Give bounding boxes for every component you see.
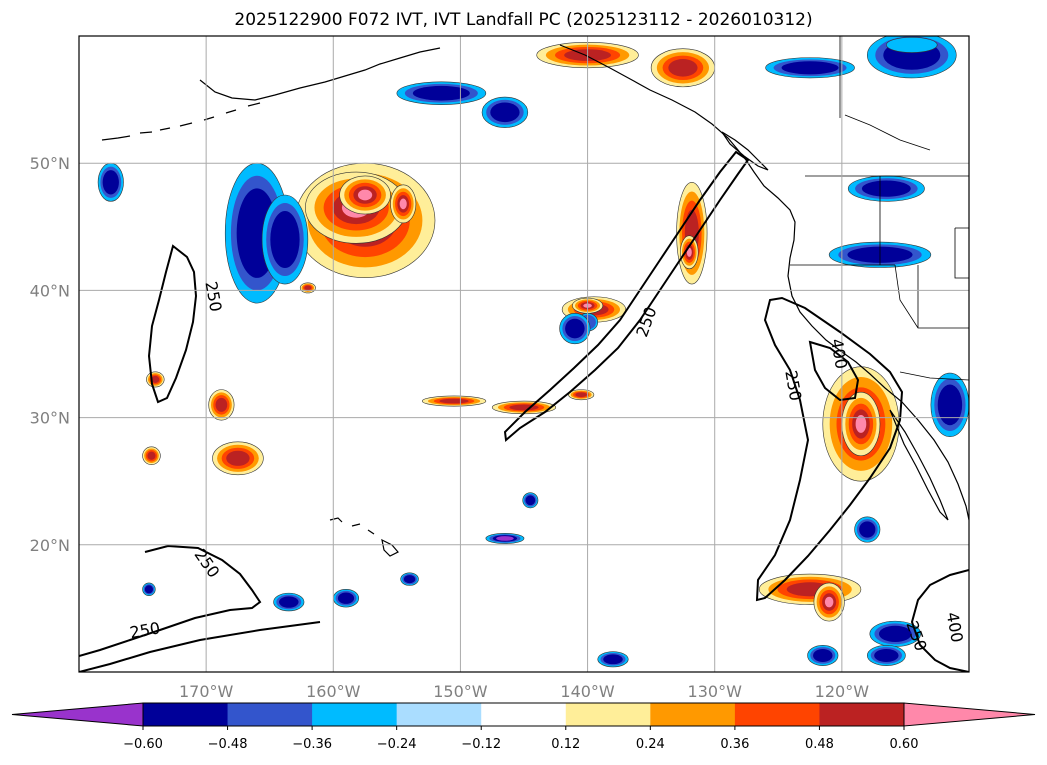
negative-ivt-region-level-2 <box>412 85 470 101</box>
axis-tick-labels: 50°N 40°N 30°N 20°N 170°W 160°W 150°W 140°W 130°… <box>30 154 870 701</box>
positive-ivt-region-level-3 <box>668 59 698 77</box>
map-title: 2025122900 F072 IVT, IVT Landfall PC (20… <box>234 10 813 30</box>
colorbar-segment <box>227 703 313 726</box>
lon-tick-label: 140°W <box>560 682 615 701</box>
colorbar-tick-label: 0.60 <box>890 737 919 752</box>
positive-ivt-region-level-3 <box>509 404 539 411</box>
colorbar-segment <box>734 703 820 726</box>
negative-ivt-region-level-2 <box>279 596 299 608</box>
colorbar-extend-max <box>903 702 1036 727</box>
contour-250-southwest-lower <box>79 621 321 672</box>
negative-ivt-region-level-2 <box>813 648 833 662</box>
alaska-coastline <box>199 47 441 101</box>
positive-ivt-region-level-3 <box>439 398 469 404</box>
lon-tick-label: 170°W <box>179 682 234 701</box>
baja-california <box>889 409 949 521</box>
negative-ivt-region-level-0 <box>886 36 938 53</box>
map-frame <box>78 35 970 673</box>
negative-ivt-region-level-3 <box>496 536 514 541</box>
negative-ivt-region-level-2 <box>878 625 912 642</box>
contour-250-southeast <box>910 569 969 672</box>
colorbar-frame <box>142 702 905 727</box>
us-state-borders <box>790 176 969 329</box>
positive-ivt-region-level-3 <box>304 285 312 291</box>
negative-ivt-region-level-2 <box>337 592 355 604</box>
contour-250-atmospheric-river <box>503 150 750 442</box>
lon-tick-label: 130°W <box>688 682 743 701</box>
plot-background <box>79 36 969 672</box>
negative-ivt-region-level-2 <box>603 654 623 665</box>
colorbar-tick-label: −0.24 <box>377 737 417 752</box>
colorbar-tick-label: 0.12 <box>551 737 580 752</box>
contour-250-southwest <box>79 544 262 657</box>
colorbar-tick-label: 0.36 <box>720 737 749 752</box>
negative-ivt-region-level-2 <box>403 575 416 584</box>
political-borders <box>790 36 969 381</box>
negative-ivt-region-level-2 <box>874 648 899 662</box>
coastlines <box>101 44 969 557</box>
canadian-provinces <box>844 114 931 151</box>
negative-ivt-region-level-2 <box>565 318 585 339</box>
colorbar-extend-min <box>11 702 144 727</box>
lat-tick-label: 40°N <box>30 281 70 300</box>
contour-250-eastern <box>755 296 904 602</box>
positive-ivt-region-level-5 <box>362 193 368 197</box>
positive-ivt-region-level-4 <box>824 596 834 608</box>
colorbar-segment <box>819 703 905 726</box>
lon-tick-label: 120°W <box>815 682 870 701</box>
lon-tick-label: 160°W <box>306 682 361 701</box>
negative-ivt-region-level-2 <box>102 170 119 195</box>
lat-tick-label: 20°N <box>30 536 70 555</box>
contour-250-western <box>147 244 198 404</box>
colorbar-segment <box>481 703 567 726</box>
positive-ivt-region-level-5 <box>401 201 405 206</box>
colorbar-tick-label: −0.36 <box>292 737 332 752</box>
ivt-filled-regions <box>97 36 969 668</box>
colorbar-tick-label: −0.12 <box>461 737 501 752</box>
colorbar-tick-label: −0.48 <box>208 737 248 752</box>
positive-ivt-region-level-3 <box>151 375 160 383</box>
positive-ivt-region-level-5 <box>687 250 691 254</box>
positive-ivt-region-level-3 <box>226 450 250 466</box>
aleutian-islands <box>101 102 261 141</box>
positive-ivt-region-level-3 <box>147 451 156 460</box>
gulf-of-alaska-coast <box>559 44 969 521</box>
negative-ivt-region-level-2 <box>781 61 839 75</box>
negative-ivt-region-level-2 <box>859 521 876 538</box>
negative-ivt-region-level-2 <box>490 102 520 123</box>
colorbar-segment <box>143 703 229 726</box>
ivt-contours <box>79 150 969 672</box>
colorbar-segment <box>312 703 398 726</box>
positive-ivt-region-level-3 <box>215 397 228 412</box>
colorbar-segment <box>650 703 736 726</box>
negative-ivt-region-level-2 <box>144 585 153 594</box>
colorbar-tick-label: 0.24 <box>636 737 665 752</box>
lat-tick-label: 50°N <box>30 154 70 173</box>
vancouver-island <box>721 131 769 171</box>
graticule <box>79 36 969 672</box>
contour-400-eastern <box>808 340 860 402</box>
hawaiian-islands <box>329 517 399 557</box>
negative-ivt-region-level-2 <box>861 180 911 197</box>
negative-ivt-region-level-2 <box>937 384 963 426</box>
negative-ivt-region-level-2 <box>525 495 536 506</box>
colorbar-segment <box>565 703 651 726</box>
colorbar-segment <box>396 703 482 726</box>
mexico-border <box>899 371 969 381</box>
colorbar-tick-label: −0.60 <box>123 737 163 752</box>
lat-tick-label: 30°N <box>30 409 70 428</box>
positive-ivt-region-level-3 <box>575 392 588 398</box>
colorbar-tick-label: 0.48 <box>805 737 834 752</box>
lon-tick-label: 150°W <box>433 682 488 701</box>
negative-ivt-region-level-2 <box>270 211 300 269</box>
colorbar: −0.60 −0.48 −0.36 −0.24 −0.12 0.12 0.24 0.36 0.4… <box>11 702 1036 752</box>
positive-ivt-region-level-4 <box>855 415 867 433</box>
